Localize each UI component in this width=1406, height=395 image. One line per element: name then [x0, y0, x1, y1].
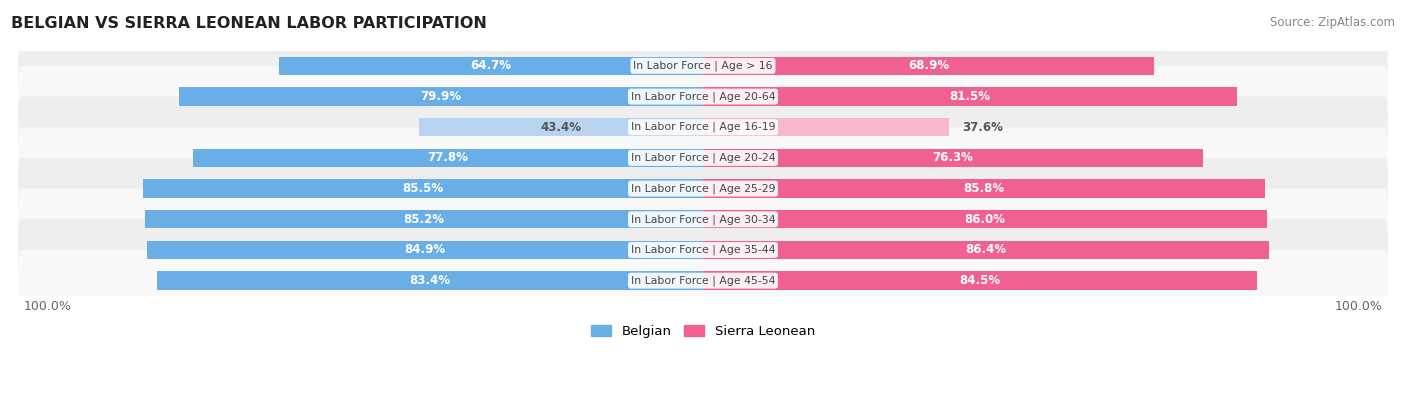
Text: In Labor Force | Age 30-34: In Labor Force | Age 30-34	[631, 214, 775, 224]
Bar	[703, 149, 1204, 167]
FancyBboxPatch shape	[18, 219, 1388, 280]
Text: In Labor Force | Age 20-24: In Labor Force | Age 20-24	[631, 153, 775, 163]
Bar	[193, 149, 703, 167]
Text: 85.8%: 85.8%	[963, 182, 1005, 195]
Bar	[703, 241, 1270, 259]
Bar	[703, 210, 1267, 228]
Text: 84.5%: 84.5%	[959, 274, 1001, 287]
Text: 83.4%: 83.4%	[409, 274, 450, 287]
FancyBboxPatch shape	[18, 250, 1388, 311]
Bar	[146, 241, 703, 259]
Bar	[703, 271, 1257, 290]
FancyBboxPatch shape	[18, 127, 1388, 188]
Text: In Labor Force | Age 25-29: In Labor Force | Age 25-29	[631, 183, 775, 194]
Bar	[703, 87, 1237, 106]
Text: 84.9%: 84.9%	[405, 243, 446, 256]
FancyBboxPatch shape	[18, 188, 1388, 250]
Bar	[156, 271, 703, 290]
Text: Source: ZipAtlas.com: Source: ZipAtlas.com	[1270, 16, 1395, 29]
Bar	[278, 57, 703, 75]
Text: 86.4%: 86.4%	[966, 243, 1007, 256]
Text: In Labor Force | Age 16-19: In Labor Force | Age 16-19	[631, 122, 775, 132]
Text: 86.0%: 86.0%	[965, 213, 1005, 226]
Text: In Labor Force | Age 35-44: In Labor Force | Age 35-44	[631, 245, 775, 255]
Text: In Labor Force | Age > 16: In Labor Force | Age > 16	[633, 61, 773, 71]
Text: 64.7%: 64.7%	[471, 59, 512, 72]
Text: In Labor Force | Age 45-54: In Labor Force | Age 45-54	[631, 275, 775, 286]
Text: 37.6%: 37.6%	[963, 121, 1004, 134]
FancyBboxPatch shape	[18, 35, 1388, 96]
Text: In Labor Force | Age 20-64: In Labor Force | Age 20-64	[631, 91, 775, 102]
Legend: Belgian, Sierra Leonean: Belgian, Sierra Leonean	[586, 320, 820, 343]
FancyBboxPatch shape	[18, 66, 1388, 127]
Text: 43.4%: 43.4%	[540, 121, 581, 134]
Text: 79.9%: 79.9%	[420, 90, 461, 103]
Bar	[703, 57, 1154, 75]
FancyBboxPatch shape	[18, 96, 1388, 158]
Bar	[145, 210, 703, 228]
Text: 85.5%: 85.5%	[402, 182, 443, 195]
Text: 81.5%: 81.5%	[949, 90, 990, 103]
Text: 85.2%: 85.2%	[404, 213, 444, 226]
Bar	[703, 179, 1265, 198]
Bar	[143, 179, 703, 198]
Bar	[419, 118, 703, 136]
FancyBboxPatch shape	[18, 158, 1388, 219]
Text: 77.8%: 77.8%	[427, 151, 468, 164]
Text: 68.9%: 68.9%	[908, 59, 949, 72]
Bar	[180, 87, 703, 106]
Text: 76.3%: 76.3%	[932, 151, 973, 164]
Text: BELGIAN VS SIERRA LEONEAN LABOR PARTICIPATION: BELGIAN VS SIERRA LEONEAN LABOR PARTICIP…	[11, 16, 486, 31]
Bar	[703, 118, 949, 136]
